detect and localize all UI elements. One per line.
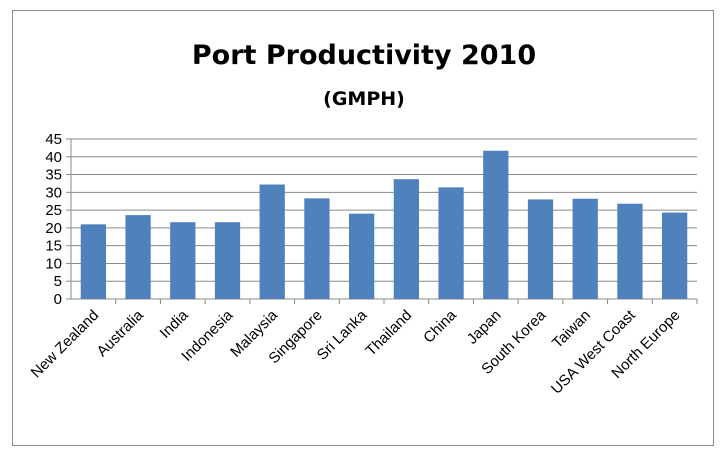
bar-india	[170, 222, 196, 299]
chart-title: Port Productivity 2010	[191, 40, 537, 71]
bar-north-europe	[662, 212, 688, 299]
bar-indonesia	[214, 222, 241, 299]
bar-new-zealand	[80, 224, 106, 299]
y-tick-label: 25	[45, 202, 62, 219]
y-tick-label: 40	[45, 149, 62, 166]
y-tick-label: 15	[45, 238, 62, 255]
x-tick-label: New Zealand	[28, 307, 103, 382]
bar-usa-west-coast	[617, 203, 643, 299]
x-tick-label: Japan	[464, 307, 505, 348]
bar-south-korea	[527, 199, 554, 299]
bar-singapore	[304, 198, 330, 299]
bar-malaysia	[259, 184, 285, 299]
axes	[66, 138, 698, 304]
y-tick-label: 45	[45, 131, 62, 148]
y-tick-label: 5	[54, 273, 62, 290]
x-tick-label: Sri Lanka	[314, 306, 371, 363]
chart-subtitle: (GMPH)	[323, 88, 405, 110]
y-tick-label: 0	[54, 291, 62, 308]
y-tick-label: 20	[45, 220, 62, 237]
x-tick-label: China	[420, 306, 460, 346]
x-tick-label: India	[157, 306, 192, 341]
gridlines	[71, 138, 697, 282]
bar-taiwan	[572, 198, 598, 299]
y-tick-label: 30	[45, 184, 62, 201]
bar-thailand	[393, 179, 419, 299]
y-tick-label: 10	[45, 255, 62, 272]
x-tick-label: Australia	[94, 306, 148, 360]
bar-sri-lanka	[349, 213, 375, 299]
y-tick-label: 35	[45, 167, 62, 184]
bar-japan	[483, 150, 509, 299]
bar-australia	[125, 215, 151, 299]
x-tick-label: Thailand	[362, 307, 415, 360]
bar-china	[438, 187, 464, 299]
bars	[80, 150, 688, 299]
